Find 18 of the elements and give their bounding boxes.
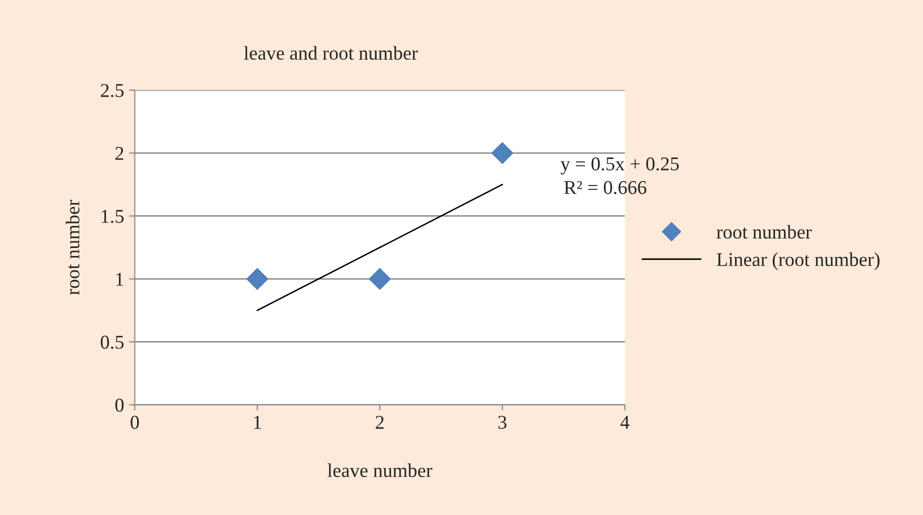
- x-tick-label: 3: [498, 416, 506, 429]
- y-tick-label: 2.5: [100, 84, 124, 98]
- legend-label: root number: [716, 224, 812, 239]
- legend-label: Linear (root number): [716, 252, 880, 270]
- x-tick-label: 1: [254, 416, 261, 429]
- annotation: R² = 0.666: [564, 180, 646, 194]
- y-tick-label: 0: [115, 398, 124, 412]
- x-tick-label: 4: [620, 416, 630, 429]
- y-tick-label: 0.5: [100, 336, 124, 349]
- y-tick-label: 1.5: [102, 210, 124, 224]
- chart-title: leave and root number: [244, 46, 418, 60]
- y-tick-label: 1: [116, 272, 124, 286]
- y-axis-title: root number: [66, 200, 80, 295]
- x-tick-label: 2: [376, 416, 384, 429]
- x-axis-title: leave number: [328, 463, 432, 478]
- annotation: y = 0.5x + 0.25: [560, 157, 679, 174]
- x-tick-label: 0: [130, 416, 139, 429]
- y-tick-label: 2: [115, 146, 124, 160]
